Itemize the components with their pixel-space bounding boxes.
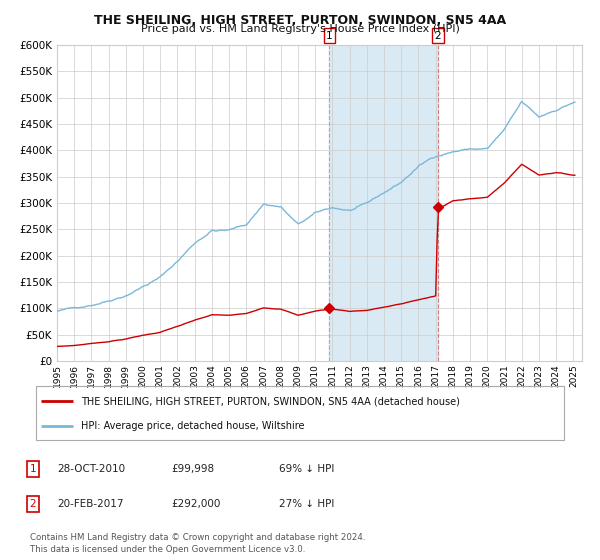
Bar bbox=[329, 45, 438, 361]
Text: 1: 1 bbox=[326, 31, 333, 41]
Text: 28-OCT-2010: 28-OCT-2010 bbox=[57, 464, 125, 474]
Text: 1: 1 bbox=[29, 464, 37, 474]
Text: THE SHEILING, HIGH STREET, PURTON, SWINDON, SN5 4AA (detached house): THE SHEILING, HIGH STREET, PURTON, SWIND… bbox=[81, 396, 460, 407]
Text: Contains HM Land Registry data © Crown copyright and database right 2024.
This d: Contains HM Land Registry data © Crown c… bbox=[30, 533, 365, 554]
Text: £292,000: £292,000 bbox=[171, 499, 220, 509]
Text: THE SHEILING, HIGH STREET, PURTON, SWINDON, SN5 4AA: THE SHEILING, HIGH STREET, PURTON, SWIND… bbox=[94, 14, 506, 27]
Text: 27% ↓ HPI: 27% ↓ HPI bbox=[279, 499, 334, 509]
Text: £99,998: £99,998 bbox=[171, 464, 214, 474]
Text: 2: 2 bbox=[29, 499, 37, 509]
Text: 2: 2 bbox=[434, 31, 441, 41]
Text: Price paid vs. HM Land Registry's House Price Index (HPI): Price paid vs. HM Land Registry's House … bbox=[140, 24, 460, 34]
Text: 69% ↓ HPI: 69% ↓ HPI bbox=[279, 464, 334, 474]
Text: HPI: Average price, detached house, Wiltshire: HPI: Average price, detached house, Wilt… bbox=[81, 421, 304, 431]
Text: 20-FEB-2017: 20-FEB-2017 bbox=[57, 499, 124, 509]
